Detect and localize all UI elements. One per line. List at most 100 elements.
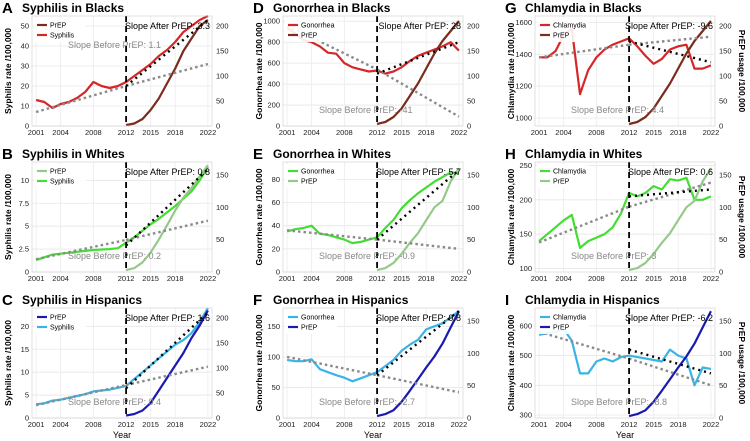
y2-tick-label: 150: [719, 47, 732, 56]
x-tick-label: 2004: [52, 274, 69, 283]
legend-label: Syphilis: [50, 179, 75, 186]
x-tick-label: 2022: [200, 274, 217, 283]
panel-letter: E: [253, 146, 263, 163]
panel-title: Gonorrhea in Whites: [273, 147, 391, 161]
y2-tick-label: 0: [216, 122, 220, 131]
x-tick-label: 2018: [418, 420, 435, 429]
y-tick-label: 400: [267, 80, 280, 89]
slope-before-label: Slope Before PrEP: 0.4: [68, 397, 161, 407]
legend-label: PrEP: [553, 179, 570, 186]
x-tick-label: 2018: [418, 274, 435, 283]
slope-after-label: Slope After PrEP: 9.8: [376, 313, 461, 323]
y-axis-label: Syphilis rate /100,000: [3, 28, 13, 114]
y-tick-label: 200: [267, 101, 280, 110]
plot-frame: [534, 15, 716, 127]
legend-box: [34, 164, 86, 188]
y2-tick-label: 0: [467, 268, 471, 277]
legend-label: Chlamydia: [553, 169, 586, 176]
slope-after-label: Slope After PrEP: 5.7: [376, 167, 461, 177]
y-tick-label: 100: [519, 264, 532, 273]
x-axis-label: Year: [364, 430, 382, 440]
x-tick-label: 2015: [142, 274, 159, 283]
legend-label: Gonorrhea: [301, 315, 335, 322]
x-tick-label: 2008: [85, 420, 102, 429]
trend-before-line: [538, 43, 630, 59]
legend-label: PrEP: [553, 325, 570, 332]
x-tick-label: 2001: [279, 420, 296, 429]
x-tick-label: 2001: [28, 128, 45, 137]
x-tick-label: 2018: [167, 274, 184, 283]
y-tick-label: 400: [519, 381, 532, 390]
legend-label: Gonorrhea: [301, 23, 335, 30]
y-tick-label: 0: [25, 122, 29, 131]
prep-series-line: [628, 167, 712, 272]
legend: PrEP Syphilis: [34, 310, 86, 334]
panel-title: Gonorrhea in Hispanics: [273, 293, 409, 307]
disease-series-line: [286, 26, 460, 75]
plot-frame: [534, 307, 716, 419]
prep-series-line: [125, 164, 209, 272]
x-tick-label: 2004: [555, 420, 572, 429]
y-tick-label: 100: [267, 352, 280, 361]
trend-before-line: [35, 84, 127, 114]
y-tick-label: 150: [519, 230, 532, 239]
legend-box: [285, 310, 337, 334]
y2-tick-label: 200: [719, 22, 732, 31]
y-tick-label: 10: [21, 176, 29, 185]
y2-tick-label: 100: [467, 72, 480, 81]
plot-frame: [31, 161, 213, 273]
legend-box: [34, 18, 86, 42]
x-tick-label: 2004: [555, 274, 572, 283]
y-tick-label: 0: [25, 268, 29, 277]
y-tick-label: 800: [267, 38, 280, 47]
x-tick-label: 2001: [531, 274, 548, 283]
prep-series-line: [376, 20, 460, 126]
y2-tick-label: 0: [216, 268, 220, 277]
y2-tick-label: 150: [216, 47, 229, 56]
y-tick-label: 1400: [515, 50, 532, 59]
legend: Gonorrhea PrEP: [285, 164, 337, 188]
y-tick-label: 20: [21, 82, 29, 91]
y-tick-label: 1000: [515, 114, 532, 123]
plot-frame: [282, 161, 464, 273]
x-tick-label: 2018: [167, 128, 184, 137]
x-tick-label: 2004: [303, 128, 320, 137]
y2-tick-label: 200: [216, 314, 229, 323]
slope-before-label: Slope Before PrEP: -41: [319, 105, 413, 115]
x-tick-label: 2012: [621, 420, 638, 429]
prep-series-line: [376, 310, 460, 418]
panel-i: I Chlamydia in Hispanics 300 400 500 600 0 50 10…: [505, 292, 747, 440]
y-tick-label: 20: [272, 244, 280, 253]
y2-tick-label: 100: [216, 203, 229, 212]
y2-tick-label: 100: [467, 203, 480, 212]
y-tick-label: 250: [519, 161, 532, 170]
legend-box: [537, 18, 589, 42]
plot-frame: [31, 307, 213, 419]
disease-series-line: [286, 310, 460, 383]
plot-frame: [282, 15, 464, 127]
y2-tick-label: 0: [467, 414, 471, 423]
x-tick-label: 2015: [393, 128, 410, 137]
trend-after-line: [376, 41, 460, 75]
disease-series-line: [286, 171, 460, 245]
x-tick-label: 2018: [670, 274, 687, 283]
y2-tick-label: 150: [467, 170, 480, 179]
x-tick-label: 2008: [588, 128, 605, 137]
x-tick-label: 2018: [418, 128, 435, 137]
panel-title: Syphilis in Hispanics: [22, 293, 142, 307]
x-tick-label: 2004: [52, 128, 69, 137]
x-axis-label: Year: [616, 430, 634, 440]
legend: Gonorrhea PrEP: [285, 310, 337, 334]
x-axis-label: Year: [113, 430, 131, 440]
panel-e: E Gonorrhea in Whites 0 20 40 60 80 0 50 100 150 20…: [253, 146, 480, 283]
prep-series-line: [125, 19, 209, 127]
y2-tick-label: 50: [719, 97, 727, 106]
y2-tick-label: 100: [719, 203, 732, 212]
slope-before-label: Slope Before PrEP: 1.1: [68, 40, 161, 50]
panel-g: G Chlamydia in Blacks 1000 1200 1400 1600 0 50 1…: [505, 0, 747, 137]
y2-tick-label: 100: [719, 349, 732, 358]
panel-title: Gonorrhea in Blacks: [273, 1, 391, 15]
panel-title: Chlamydia in Whites: [525, 147, 643, 161]
legend-label: Chlamydia: [553, 23, 586, 30]
x-tick-label: 2015: [142, 128, 159, 137]
